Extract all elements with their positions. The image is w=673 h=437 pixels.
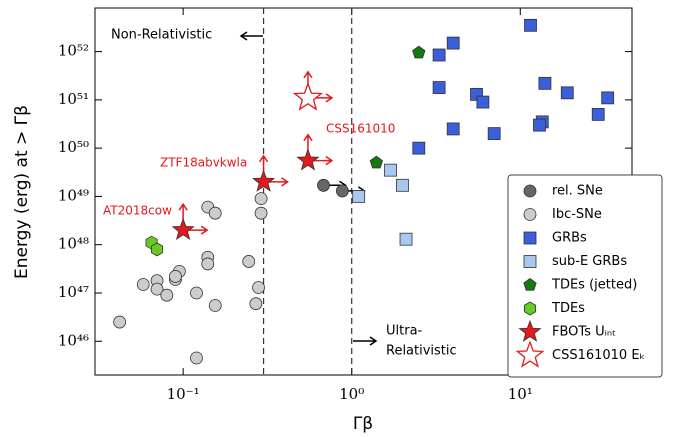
marker — [601, 91, 615, 105]
marker — [249, 297, 263, 311]
marker — [523, 301, 537, 316]
marker — [296, 148, 320, 171]
marker — [518, 319, 542, 342]
marker — [412, 45, 426, 59]
y-tick-label: 10⁴⁹ — [58, 186, 89, 204]
marker — [252, 169, 276, 192]
arrow — [353, 336, 378, 346]
marker — [160, 288, 174, 302]
marker — [523, 208, 537, 221]
marker — [524, 18, 537, 32]
legend-label: TDEs — [551, 301, 585, 316]
x-tick-label: 10⁰ — [339, 385, 364, 403]
marker — [242, 255, 256, 268]
marker — [487, 127, 501, 141]
marker — [396, 178, 409, 192]
x-axis-label: Γβ — [353, 414, 373, 434]
marker — [432, 48, 446, 62]
marker — [523, 231, 537, 245]
legend-label: TDEs (jetted) — [551, 278, 637, 293]
legend-box — [507, 174, 663, 378]
y-tick-label: 10⁵² — [58, 42, 89, 60]
marker — [476, 95, 490, 109]
marker — [317, 178, 330, 192]
marker — [208, 299, 222, 312]
annotation: Non-Relativistic — [111, 28, 212, 43]
marker — [515, 340, 545, 368]
y-tick-label: 10⁴⁷ — [58, 283, 89, 301]
marker — [150, 282, 164, 296]
marker — [538, 76, 552, 90]
marker — [533, 118, 546, 132]
y-tick-label: 10⁴⁸ — [58, 235, 89, 253]
legend-label: GRBs — [552, 231, 587, 246]
marker — [201, 257, 215, 271]
marker — [369, 155, 383, 169]
marker — [412, 141, 426, 155]
x-tick-label: 10⁻¹ — [167, 385, 200, 403]
marker — [113, 315, 127, 329]
legend-label: rel. SNe — [552, 184, 603, 199]
marker — [523, 278, 537, 291]
annotation: Ultra- — [386, 324, 423, 339]
legend-label: sub-E GRBs — [552, 254, 627, 269]
marker — [432, 81, 446, 94]
legend-label: FBOTs Uᵢₙₜ — [552, 325, 616, 340]
arrow — [239, 31, 263, 41]
marker — [523, 184, 537, 198]
annotation: AT2018cow — [103, 204, 172, 218]
annotation: CSS161010 — [326, 122, 395, 136]
marker — [591, 108, 605, 121]
marker — [252, 281, 265, 294]
marker — [560, 86, 574, 100]
marker — [399, 232, 413, 246]
annotation: ZTF18abvkwla — [160, 156, 247, 170]
marker — [190, 351, 203, 365]
annotation: Relativistic — [386, 344, 457, 359]
marker — [352, 190, 366, 203]
x-tick-label: 10¹ — [508, 385, 533, 403]
marker — [190, 286, 203, 300]
y-tick-label: 10⁴⁶ — [58, 331, 89, 349]
marker — [335, 184, 349, 198]
marker — [446, 122, 460, 136]
marker — [254, 192, 268, 206]
marker — [171, 218, 195, 240]
marker — [208, 206, 222, 220]
marker — [136, 278, 150, 291]
marker — [384, 163, 397, 177]
y-tick-label: 10⁵⁰ — [58, 138, 89, 156]
y-tick-label: 10⁵¹ — [58, 90, 89, 108]
legend-label: Ibc-SNe — [552, 207, 602, 222]
legend-label: CSS161010 Eₖ — [552, 348, 645, 363]
marker — [150, 242, 164, 257]
y-axis-label: Energy (erg) at > Γβ — [12, 105, 32, 279]
marker — [446, 36, 460, 50]
marker — [292, 82, 324, 111]
marker — [169, 270, 182, 283]
marker — [523, 255, 537, 268]
marker — [254, 206, 268, 220]
